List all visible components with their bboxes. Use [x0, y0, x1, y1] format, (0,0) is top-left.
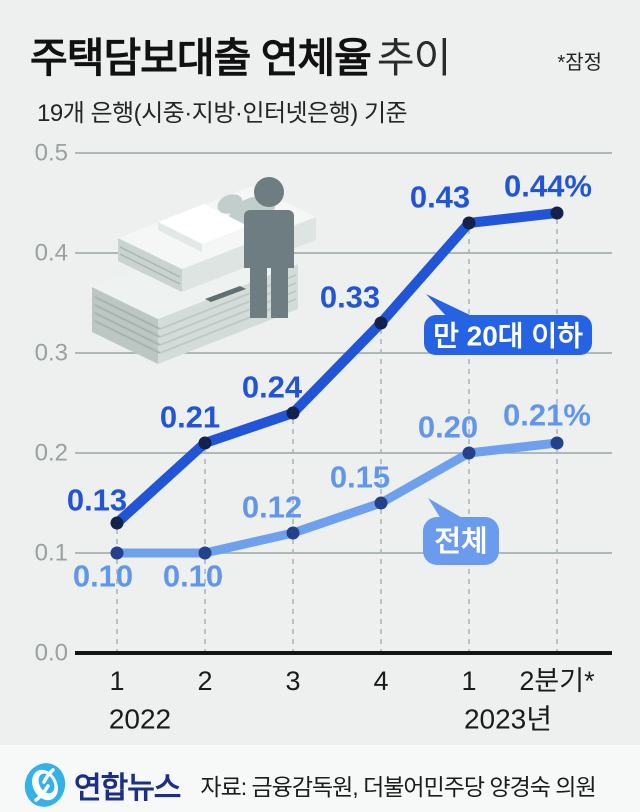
svg-text:0.20: 0.20 [418, 410, 478, 445]
svg-text:0.5: 0.5 [35, 140, 68, 167]
svg-text:2: 2 [197, 666, 212, 696]
svg-text:0.4: 0.4 [35, 240, 68, 267]
svg-text:3: 3 [285, 666, 300, 696]
svg-text:2022: 2022 [109, 704, 171, 735]
svg-text:1: 1 [461, 666, 476, 696]
svg-text:0.43: 0.43 [410, 180, 470, 215]
svg-text:0.0: 0.0 [35, 640, 68, 667]
source-credit: 자료: 금융감독원, 더불어민주당 양경숙 의원 [200, 773, 596, 800]
svg-text:4: 4 [373, 666, 388, 696]
series-callout: 만 20대 이하 [424, 294, 592, 355]
svg-text:0.1: 0.1 [35, 540, 68, 567]
svg-text:0.10: 0.10 [163, 559, 223, 594]
svg-text:0.24: 0.24 [242, 370, 303, 405]
svg-text:0.33: 0.33 [320, 280, 380, 315]
provisional-note: *잠정 [557, 52, 602, 74]
svg-text:2023년: 2023년 [464, 704, 552, 735]
yonhap-logo: 연합뉴스 [22, 762, 181, 808]
yonhap-logo-icon [24, 762, 66, 807]
svg-text:2분기*: 2분기* [519, 666, 595, 696]
svg-text:만 20대 이하: 만 20대 이하 [433, 321, 583, 352]
svg-text:0.3: 0.3 [35, 340, 68, 367]
money-stack-illustration [92, 177, 316, 364]
svg-text:전체: 전체 [434, 525, 487, 558]
title-suffix: 추이 [376, 35, 451, 81]
svg-text:0.21: 0.21 [160, 400, 220, 435]
delinquency-line-chart: 0.0 0.1 0.2 0.3 0.4 0.5 [35, 140, 612, 735]
svg-text:1: 1 [109, 666, 124, 696]
data-layer: 1 2 3 4 1 2분기* 2022 2023년 0.13 0.21 0.24 0.33 0.43 0.… [67, 169, 595, 735]
yonhap-logo-text: 연합뉴스 [74, 771, 181, 805]
chart-subtitle: 19개 은행(시중·지방·인터넷은행) 기준 [37, 100, 408, 127]
svg-text:0.15: 0.15 [330, 460, 390, 495]
svg-text:0.12: 0.12 [242, 490, 302, 525]
svg-text:0.2: 0.2 [35, 440, 68, 467]
title-main: 주택담보대출 연체율 [30, 35, 372, 81]
svg-text:0.10: 0.10 [73, 559, 133, 594]
page-title: 주택담보대출 연체율 추이 [30, 24, 590, 84]
svg-text:0.21%: 0.21% [503, 398, 591, 433]
series-callout: 전체 [423, 498, 499, 565]
person-icon [244, 177, 294, 318]
svg-text:0.44%: 0.44% [504, 169, 592, 204]
footer: 연합뉴스 자료: 금융감독원, 더불어민주당 양경숙 의원 [0, 745, 640, 812]
svg-text:0.13: 0.13 [67, 483, 127, 518]
